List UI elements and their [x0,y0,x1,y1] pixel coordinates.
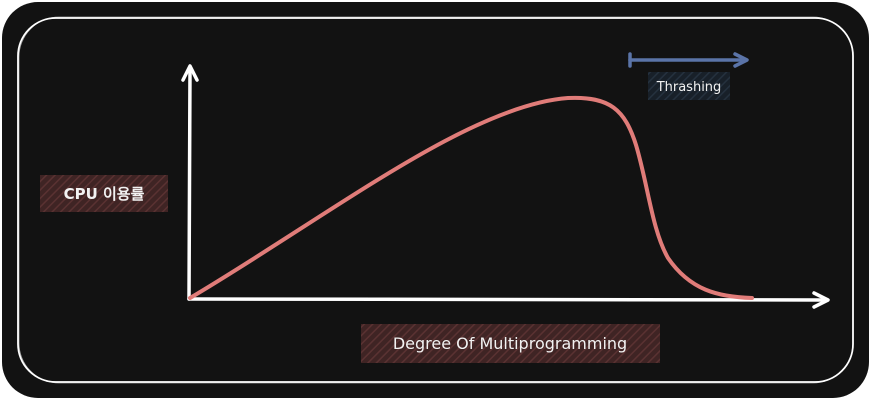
y-axis-label-bg [40,175,168,212]
thrashing-label: Thrashing [656,80,722,95]
thrashing-label-bg [648,72,730,100]
thrashing-arrowhead [733,52,749,68]
y-axis-label: CPU 이용률 [64,185,145,203]
y-axis [187,68,192,301]
x-axis-label: Degree Of Multiprogramming [393,334,627,353]
x-axis-arrowhead [812,291,830,309]
x-axis-label-bg [361,324,660,363]
y-axis-arrowhead [181,64,199,82]
x-axis [187,297,826,302]
inner-frame-echo [18,16,854,384]
cpu-utilization-curve [188,95,754,300]
